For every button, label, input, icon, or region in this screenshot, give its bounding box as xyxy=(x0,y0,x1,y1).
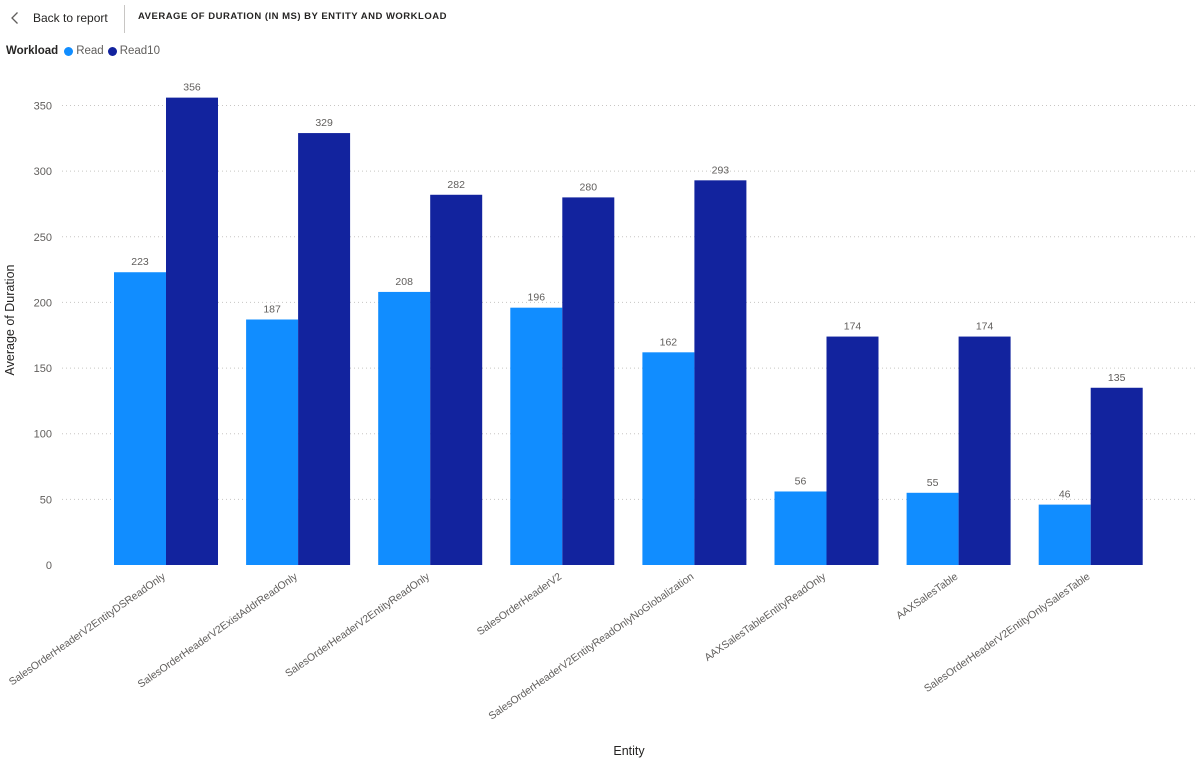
bar-read xyxy=(378,291,431,565)
data-label: 223 xyxy=(131,256,149,268)
legend: Workload Read Read10 xyxy=(6,45,164,57)
legend-marker-read10 xyxy=(107,46,117,56)
y-tick-label: 200 xyxy=(34,297,52,309)
data-label: 55 xyxy=(927,477,939,489)
data-label: 174 xyxy=(844,321,862,333)
data-label: 280 xyxy=(580,181,598,193)
bar-read xyxy=(906,492,959,565)
data-label: 56 xyxy=(795,475,807,487)
y-tick-label: 100 xyxy=(34,429,52,441)
bar-read10 xyxy=(298,133,351,565)
gridlines xyxy=(62,105,1198,500)
data-label: 46 xyxy=(1059,489,1071,501)
header-divider xyxy=(124,5,125,33)
x-tick-label: SalesOrderHeaderV2EntityReadOnly xyxy=(283,570,432,680)
y-axis-title: Average of Duration xyxy=(3,264,17,375)
y-tick-label: 50 xyxy=(40,494,52,506)
y-tick-label: 250 xyxy=(34,232,52,244)
data-label: 174 xyxy=(976,321,994,333)
x-tick-label: SalesOrderHeaderV2EntityReadOnlyNoGlobal… xyxy=(487,571,697,723)
x-tick-label: SalesOrderHeaderV2ExistAddrReadOnly xyxy=(136,570,301,690)
data-label: 329 xyxy=(315,117,333,129)
bar-read10 xyxy=(166,97,218,565)
y-tick-label: 300 xyxy=(34,166,52,178)
x-axis: SalesOrderHeaderV2EntityDSReadOnlySalesO… xyxy=(7,570,1093,722)
data-label: 282 xyxy=(447,179,465,191)
top-bar: Back to report AVERAGE OF DURATION (IN M… xyxy=(0,0,1200,36)
chart-title: AVERAGE OF DURATION (IN MS) BY ENTITY AN… xyxy=(138,11,447,22)
back-to-report-button[interactable]: Back to report xyxy=(8,6,112,30)
bar-read10 xyxy=(958,336,1011,565)
bars xyxy=(114,97,1143,565)
chevron-left-icon xyxy=(11,12,18,24)
x-tick-label: AAXSalesTableEntityReadOnly xyxy=(702,570,829,664)
bar-read10 xyxy=(1090,387,1143,565)
bar-read10 xyxy=(562,197,615,565)
legend-marker-read xyxy=(64,46,74,56)
y-tick-label: 150 xyxy=(34,363,52,375)
bar-read xyxy=(774,491,827,565)
bar-read10 xyxy=(826,336,879,565)
x-axis-title: Entity xyxy=(613,744,645,758)
y-axis: 0 50 100 150 200 250 300 350 xyxy=(34,101,52,573)
bar-read10 xyxy=(430,194,483,565)
x-tick-label: AAXSalesTable xyxy=(894,571,960,622)
y-tick-label: 350 xyxy=(34,101,52,113)
bar-read xyxy=(246,319,299,565)
legend-label-read: Read xyxy=(76,45,104,57)
legend-item-read10[interactable]: Read10 xyxy=(107,45,160,57)
x-tick-label: SalesOrderHeaderV2 xyxy=(475,571,564,639)
bar-read xyxy=(642,352,695,565)
bar-read xyxy=(1038,504,1091,565)
x-tick-label: SalesOrderHeaderV2EntityDSReadOnly xyxy=(7,570,168,688)
bar-read xyxy=(114,272,166,565)
data-label: 187 xyxy=(263,303,281,315)
data-label: 208 xyxy=(395,276,413,288)
data-label: 162 xyxy=(660,336,678,348)
data-label: 356 xyxy=(183,82,201,94)
data-labels: 223 356 187 329 208 282 196 280 162 293 56 174 55 174… xyxy=(131,82,1125,501)
bar-read10 xyxy=(694,180,747,565)
data-label: 293 xyxy=(712,164,730,176)
legend-label-read10: Read10 xyxy=(119,45,160,57)
legend-title: Workload xyxy=(6,45,59,57)
legend-item-read[interactable]: Read xyxy=(64,45,104,57)
bar-read xyxy=(510,307,563,565)
back-to-report-label: Back to report xyxy=(33,11,108,25)
data-label: 196 xyxy=(528,292,546,304)
y-tick-label: 0 xyxy=(46,560,52,572)
data-label: 135 xyxy=(1108,372,1126,384)
